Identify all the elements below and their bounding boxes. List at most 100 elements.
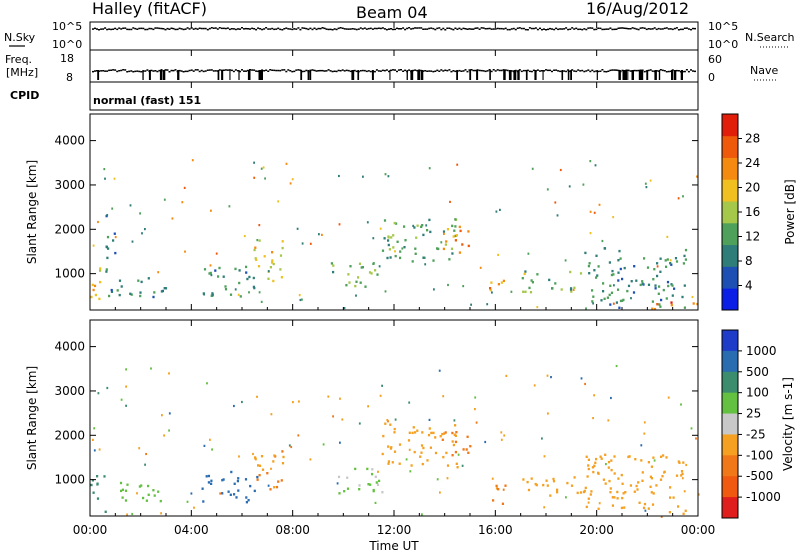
nsky-point bbox=[641, 27, 644, 29]
freq-point bbox=[94, 70, 96, 72]
nsky-point bbox=[98, 29, 100, 31]
nsky-point bbox=[257, 27, 260, 29]
nsky-point bbox=[575, 27, 578, 30]
echo-cell bbox=[416, 224, 419, 227]
echo-cell bbox=[616, 490, 619, 494]
echo-cell bbox=[270, 467, 272, 470]
echo-cell bbox=[610, 273, 613, 277]
echo-cell bbox=[659, 478, 663, 481]
echo-cell bbox=[647, 507, 650, 510]
freq-point bbox=[647, 69, 650, 72]
nsky-point bbox=[448, 27, 451, 29]
freq-point bbox=[172, 69, 175, 72]
freq-point bbox=[583, 70, 586, 73]
echo-cell bbox=[125, 368, 127, 371]
echo-cell bbox=[256, 475, 259, 479]
echo-cell bbox=[566, 481, 569, 485]
echo-cell bbox=[609, 303, 612, 306]
echo-cell bbox=[260, 300, 263, 303]
nsky-point bbox=[571, 27, 574, 29]
nsky-point bbox=[551, 28, 553, 30]
nsky-point bbox=[502, 28, 505, 30]
freq-point bbox=[476, 69, 479, 71]
station-title: Halley (fitACF) bbox=[92, 0, 207, 18]
echo-cell bbox=[138, 447, 141, 450]
nsky-point bbox=[615, 28, 618, 30]
velocity-colorbar: 1000 500 100 25 -25 -100 -500 -1000 Velocity [m… bbox=[721, 329, 795, 519]
echo-cell bbox=[588, 272, 591, 275]
echo-cell bbox=[455, 462, 458, 465]
echo-cell bbox=[408, 401, 411, 404]
freq-point bbox=[559, 70, 562, 73]
echo-cell bbox=[628, 455, 631, 458]
echo-cell bbox=[214, 269, 217, 272]
nsky-point bbox=[234, 28, 237, 31]
echo-cell bbox=[349, 265, 352, 268]
echo-cell bbox=[613, 472, 616, 475]
echo-cell bbox=[150, 367, 152, 370]
echo-cell bbox=[224, 288, 228, 291]
freq-point bbox=[464, 69, 467, 71]
echo-cell bbox=[446, 464, 450, 467]
echo-cell bbox=[229, 493, 232, 496]
echo-cell bbox=[207, 474, 210, 478]
echo-cell bbox=[153, 291, 156, 294]
echo-cell bbox=[656, 274, 659, 278]
echo-cell bbox=[211, 292, 214, 295]
echo-cell bbox=[552, 480, 556, 483]
nave-bar bbox=[517, 70, 520, 80]
echo-cell bbox=[522, 478, 525, 481]
freq-point bbox=[657, 70, 660, 72]
echo-cell bbox=[272, 262, 275, 266]
date-title: 16/Aug/2012 bbox=[586, 0, 689, 18]
nsky-point bbox=[253, 28, 256, 30]
echo-cell bbox=[548, 278, 551, 282]
nsky-point bbox=[549, 27, 551, 30]
power-panel: 1000 2000 3000 4000 Slant Range [km] bbox=[25, 113, 699, 311]
echo-cell bbox=[381, 491, 384, 494]
echo-cell bbox=[238, 281, 241, 285]
echo-cell bbox=[467, 451, 470, 454]
echo-cell bbox=[258, 464, 262, 467]
freq-point bbox=[239, 70, 241, 73]
nsky-point bbox=[583, 28, 586, 30]
echo-cell bbox=[298, 400, 300, 403]
echo-cell bbox=[454, 434, 457, 437]
echo-cell bbox=[298, 294, 301, 297]
echo-cell bbox=[374, 501, 377, 504]
echo-cell bbox=[489, 287, 492, 290]
echo-cell bbox=[660, 298, 663, 302]
nsky-point bbox=[462, 27, 465, 30]
freq-point bbox=[104, 70, 107, 72]
echo-cell bbox=[221, 479, 224, 482]
freq-point bbox=[575, 70, 578, 73]
echo-cell bbox=[391, 461, 394, 464]
echo-cell bbox=[595, 457, 598, 461]
echo-cell bbox=[653, 268, 656, 271]
echo-cell bbox=[389, 447, 392, 450]
echo-cell bbox=[610, 468, 613, 472]
y-tick-label: 3000 bbox=[54, 178, 85, 192]
freq-point bbox=[549, 69, 551, 72]
nsky-point bbox=[371, 28, 374, 30]
freq-point bbox=[571, 69, 574, 71]
echo-cell bbox=[392, 234, 395, 237]
echo-cell bbox=[453, 419, 456, 422]
echo-cell bbox=[108, 294, 111, 298]
freq-point bbox=[311, 69, 314, 71]
echo-cell bbox=[301, 242, 304, 245]
echo-cell bbox=[669, 486, 672, 489]
echo-cell bbox=[500, 431, 503, 434]
nsky-point bbox=[637, 28, 640, 31]
nsky-label: N.Sky bbox=[4, 31, 36, 44]
echo-cell bbox=[112, 239, 115, 242]
colorbar-tick-label: 20 bbox=[745, 181, 760, 195]
freq-point bbox=[96, 70, 98, 72]
echo-cell bbox=[454, 424, 457, 427]
echo-cell bbox=[613, 284, 615, 287]
freq-point bbox=[126, 71, 129, 73]
freq-point bbox=[685, 69, 688, 71]
nsky-point bbox=[470, 28, 473, 30]
nsky-point bbox=[669, 28, 672, 30]
nsky-point bbox=[339, 27, 342, 29]
